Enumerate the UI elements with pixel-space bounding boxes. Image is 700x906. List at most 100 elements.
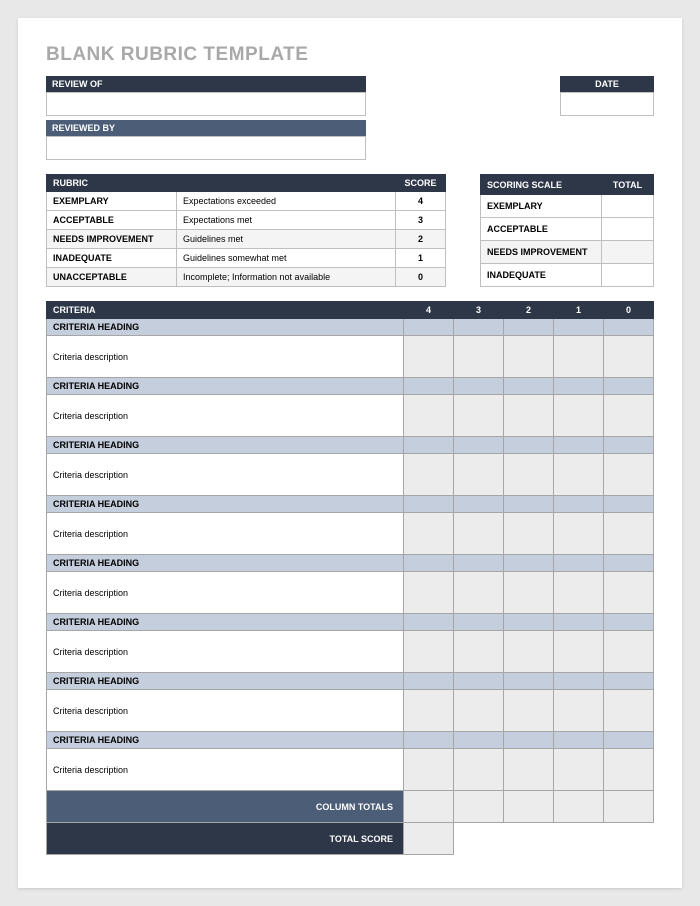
criteria-score-cell[interactable] [604, 690, 654, 732]
criteria-score-cell[interactable] [604, 454, 654, 496]
criteria-table: CRITERIA 43210 CRITERIA HEADINGCriteria … [46, 301, 654, 855]
top-row: REVIEW OF DATE [46, 76, 654, 116]
column-total-cell[interactable] [504, 791, 554, 823]
criteria-score-cell[interactable] [604, 336, 654, 378]
criteria-score-cell[interactable] [604, 395, 654, 437]
criteria-score-cell[interactable] [404, 513, 454, 555]
criteria-section-score-hdr [504, 673, 554, 690]
criteria-score-cell[interactable] [504, 395, 554, 437]
criteria-description: Criteria description [47, 336, 404, 378]
criteria-score-cell[interactable] [454, 336, 504, 378]
scoring-total[interactable] [602, 195, 654, 218]
criteria-score-cell[interactable] [554, 690, 604, 732]
date-input[interactable] [560, 92, 654, 116]
criteria-section-score-hdr [554, 378, 604, 395]
criteria-score-cell[interactable] [554, 336, 604, 378]
criteria-section-heading: CRITERIA HEADING [47, 555, 404, 572]
criteria-description: Criteria description [47, 749, 404, 791]
criteria-description: Criteria description [47, 690, 404, 732]
scoring-level: INADEQUATE [481, 264, 602, 287]
rubric-level: EXEMPLARY [47, 192, 177, 211]
criteria-score-col-header: 2 [504, 302, 554, 319]
criteria-section-score-hdr [504, 614, 554, 631]
criteria-score-col-header: 1 [554, 302, 604, 319]
column-total-cell[interactable] [454, 791, 504, 823]
score-header: SCORE [396, 175, 446, 192]
criteria-score-cell[interactable] [454, 513, 504, 555]
column-total-cell[interactable] [404, 791, 454, 823]
criteria-score-cell[interactable] [454, 749, 504, 791]
criteria-section-score-hdr [604, 614, 654, 631]
criteria-description: Criteria description [47, 395, 404, 437]
criteria-section-score-hdr [604, 437, 654, 454]
criteria-score-cell[interactable] [404, 336, 454, 378]
criteria-score-cell[interactable] [554, 454, 604, 496]
rubric-score: 3 [396, 211, 446, 230]
scoring-total[interactable] [602, 218, 654, 241]
criteria-score-cell[interactable] [404, 631, 454, 673]
criteria-score-cell[interactable] [504, 513, 554, 555]
criteria-score-cell[interactable] [604, 631, 654, 673]
criteria-section-heading: CRITERIA HEADING [47, 614, 404, 631]
criteria-section-score-hdr [504, 732, 554, 749]
criteria-score-cell[interactable] [554, 572, 604, 614]
rubric-score: 4 [396, 192, 446, 211]
criteria-score-cell[interactable] [604, 572, 654, 614]
criteria-score-cell[interactable] [404, 690, 454, 732]
criteria-score-cell[interactable] [554, 395, 604, 437]
rubric-score: 2 [396, 230, 446, 249]
criteria-score-cell[interactable] [504, 336, 554, 378]
rubric-desc: Guidelines met [177, 230, 396, 249]
criteria-score-cell[interactable] [554, 749, 604, 791]
review-of-input[interactable] [46, 92, 366, 116]
criteria-section-score-hdr [504, 496, 554, 513]
criteria-score-cell[interactable] [454, 572, 504, 614]
scoring-total[interactable] [602, 241, 654, 264]
criteria-section-score-hdr [504, 437, 554, 454]
criteria-section-score-hdr [604, 319, 654, 336]
criteria-score-cell[interactable] [404, 454, 454, 496]
criteria-score-cell[interactable] [404, 572, 454, 614]
total-header: TOTAL [602, 175, 654, 195]
criteria-score-cell[interactable] [554, 631, 604, 673]
review-of-block: REVIEW OF [46, 76, 366, 116]
criteria-score-cell[interactable] [554, 513, 604, 555]
criteria-score-cell[interactable] [404, 395, 454, 437]
blank-cell [554, 823, 604, 855]
criteria-section-score-hdr [404, 555, 454, 572]
criteria-score-cell[interactable] [404, 749, 454, 791]
criteria-score-cell[interactable] [454, 454, 504, 496]
criteria-score-cell[interactable] [504, 690, 554, 732]
criteria-section-score-hdr [404, 673, 454, 690]
criteria-section-score-hdr [504, 555, 554, 572]
criteria-section-score-hdr [504, 319, 554, 336]
criteria-score-col-header: 0 [604, 302, 654, 319]
criteria-section-score-hdr [454, 378, 504, 395]
criteria-score-cell[interactable] [454, 690, 504, 732]
rubric-score: 0 [396, 268, 446, 287]
criteria-header: CRITERIA [47, 302, 404, 319]
criteria-score-cell[interactable] [604, 513, 654, 555]
column-total-cell[interactable] [554, 791, 604, 823]
criteria-description: Criteria description [47, 572, 404, 614]
criteria-section-score-hdr [404, 614, 454, 631]
scoring-total[interactable] [602, 264, 654, 287]
total-score-cell[interactable] [404, 823, 454, 855]
criteria-section-score-hdr [604, 732, 654, 749]
criteria-section-score-hdr [454, 555, 504, 572]
criteria-score-cell[interactable] [454, 395, 504, 437]
rubric-desc: Expectations exceeded [177, 192, 396, 211]
rubric-desc: Expectations met [177, 211, 396, 230]
criteria-section-score-hdr [454, 673, 504, 690]
criteria-score-cell[interactable] [504, 572, 554, 614]
column-total-cell[interactable] [604, 791, 654, 823]
criteria-score-cell[interactable] [504, 631, 554, 673]
criteria-description: Criteria description [47, 631, 404, 673]
criteria-score-cell[interactable] [454, 631, 504, 673]
criteria-section-score-hdr [554, 732, 604, 749]
criteria-score-cell[interactable] [504, 454, 554, 496]
reviewed-by-block: REVIEWED BY [46, 120, 366, 160]
criteria-score-cell[interactable] [604, 749, 654, 791]
reviewed-by-input[interactable] [46, 136, 366, 160]
criteria-score-cell[interactable] [504, 749, 554, 791]
